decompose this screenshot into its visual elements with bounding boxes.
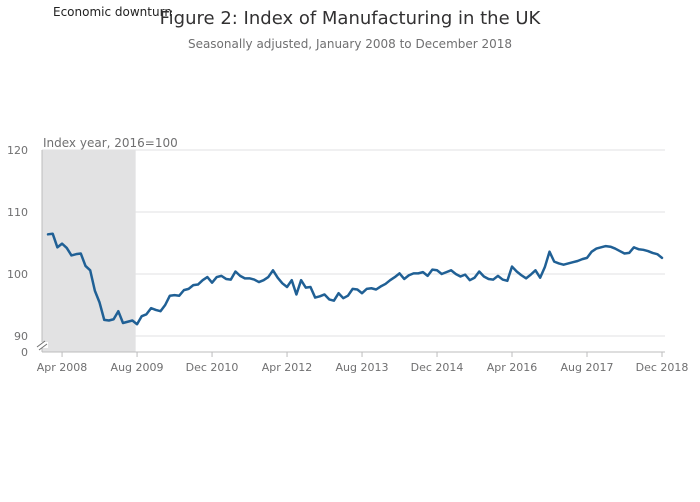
y-axis-ticks: 0 90 100 110 120 — [7, 144, 28, 359]
y-tick-label-100: 100 — [7, 268, 28, 281]
series-line-0 — [46, 232, 664, 326]
x-tick-label-2: Dec 2010 — [186, 361, 239, 374]
y-tick-label-0: 0 — [21, 346, 28, 359]
x-axis-ticks: Apr 2008 Aug 2009 Dec 2010 Apr 2012 Aug 2013… — [37, 352, 689, 374]
y-axis-title: Index year, 2016=100 — [43, 136, 178, 150]
x-tick-label-7: Aug 2017 — [561, 361, 614, 374]
gridlines — [42, 149, 665, 337]
x-tick-label-3: Apr 2012 — [262, 361, 313, 374]
x-tick-label-4: Aug 2013 — [336, 361, 389, 374]
y-axis-break-icon — [36, 340, 48, 351]
x-tick-label-6: Apr 2016 — [487, 361, 538, 374]
chart-title: Figure 2: Index of Manufacturing in the … — [160, 8, 542, 29]
y-tick-label-110: 110 — [7, 206, 28, 219]
axis-break-slash-1 — [36, 340, 46, 348]
x-tick-label-8: Dec 2018 — [636, 361, 689, 374]
legend-swatch-economic-downturn — [44, 4, 166, 20]
x-tick-label-5: Dec 2014 — [411, 361, 464, 374]
axis-break-slash-2 — [38, 343, 48, 351]
y-tick-label-90: 90 — [14, 330, 28, 343]
y-tick-label-120: 120 — [7, 144, 28, 157]
legend: Economic downturn — [44, 4, 172, 20]
chart-subtitle: Seasonally adjusted, January 2008 to Dec… — [188, 37, 512, 51]
x-tick-label-1: Aug 2009 — [111, 361, 164, 374]
axis-break-gap — [36, 342, 48, 348]
x-tick-label-0: Apr 2008 — [37, 361, 88, 374]
series-layer — [46, 232, 664, 326]
legend-label-economic-downturn: Economic downturn — [53, 5, 172, 19]
